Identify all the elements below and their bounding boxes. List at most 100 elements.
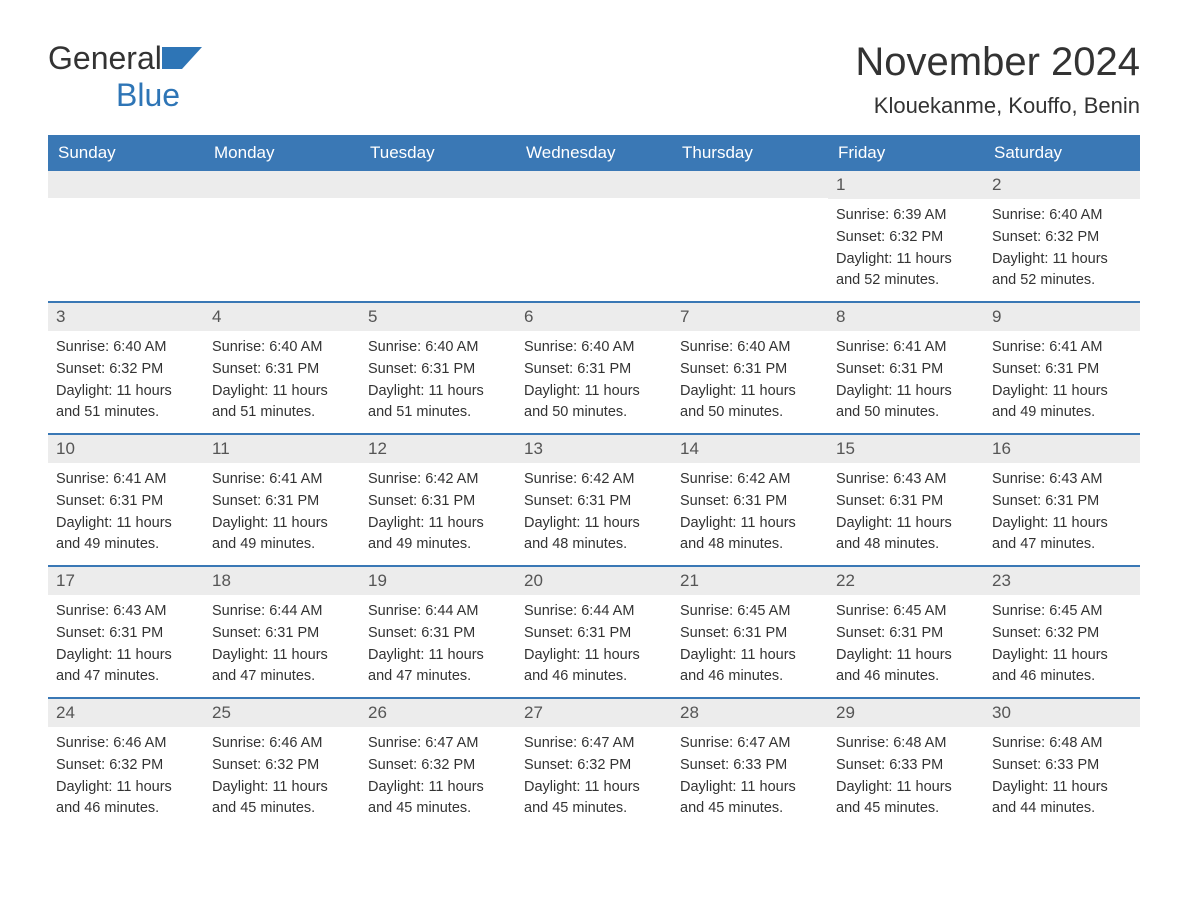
day-number: 18 — [204, 567, 360, 595]
logo-text: General Blue — [48, 40, 202, 114]
sunset-line: Sunset: 6:32 PM — [56, 359, 196, 380]
day-cell — [48, 171, 204, 301]
day-cell: 11Sunrise: 6:41 AMSunset: 6:31 PMDayligh… — [204, 435, 360, 565]
day-number: 16 — [984, 435, 1140, 463]
sunset-line: Sunset: 6:31 PM — [524, 623, 664, 644]
daylight-line: Daylight: 11 hours and 47 minutes. — [368, 645, 508, 687]
day-content: Sunrise: 6:47 AMSunset: 6:32 PMDaylight:… — [516, 727, 672, 826]
daylight-line: Daylight: 11 hours and 51 minutes. — [212, 381, 352, 423]
daylight-line: Daylight: 11 hours and 46 minutes. — [56, 777, 196, 819]
weekday-header-cell: Saturday — [984, 135, 1140, 171]
day-content: Sunrise: 6:45 AMSunset: 6:31 PMDaylight:… — [828, 595, 984, 694]
weekday-header-cell: Friday — [828, 135, 984, 171]
day-content: Sunrise: 6:42 AMSunset: 6:31 PMDaylight:… — [672, 463, 828, 562]
empty-day — [204, 171, 360, 198]
sunrise-line: Sunrise: 6:46 AM — [212, 733, 352, 754]
daylight-line: Daylight: 11 hours and 50 minutes. — [524, 381, 664, 423]
day-content: Sunrise: 6:43 AMSunset: 6:31 PMDaylight:… — [828, 463, 984, 562]
day-content: Sunrise: 6:41 AMSunset: 6:31 PMDaylight:… — [828, 331, 984, 430]
daylight-line: Daylight: 11 hours and 52 minutes. — [836, 249, 976, 291]
sunset-line: Sunset: 6:31 PM — [212, 491, 352, 512]
day-cell: 14Sunrise: 6:42 AMSunset: 6:31 PMDayligh… — [672, 435, 828, 565]
day-cell: 3Sunrise: 6:40 AMSunset: 6:32 PMDaylight… — [48, 303, 204, 433]
sunrise-line: Sunrise: 6:44 AM — [212, 601, 352, 622]
empty-day — [360, 171, 516, 198]
sunset-line: Sunset: 6:31 PM — [524, 359, 664, 380]
sunrise-line: Sunrise: 6:42 AM — [524, 469, 664, 490]
day-content: Sunrise: 6:41 AMSunset: 6:31 PMDaylight:… — [48, 463, 204, 562]
week-row: 10Sunrise: 6:41 AMSunset: 6:31 PMDayligh… — [48, 433, 1140, 565]
day-cell: 21Sunrise: 6:45 AMSunset: 6:31 PMDayligh… — [672, 567, 828, 697]
sunset-line: Sunset: 6:31 PM — [992, 491, 1132, 512]
daylight-line: Daylight: 11 hours and 48 minutes. — [524, 513, 664, 555]
day-cell: 15Sunrise: 6:43 AMSunset: 6:31 PMDayligh… — [828, 435, 984, 565]
sunset-line: Sunset: 6:31 PM — [212, 623, 352, 644]
day-cell: 17Sunrise: 6:43 AMSunset: 6:31 PMDayligh… — [48, 567, 204, 697]
sunrise-line: Sunrise: 6:41 AM — [836, 337, 976, 358]
day-number: 1 — [828, 171, 984, 199]
empty-day — [48, 171, 204, 198]
sunset-line: Sunset: 6:31 PM — [992, 359, 1132, 380]
day-number: 23 — [984, 567, 1140, 595]
day-number: 11 — [204, 435, 360, 463]
day-cell: 19Sunrise: 6:44 AMSunset: 6:31 PMDayligh… — [360, 567, 516, 697]
sunset-line: Sunset: 6:32 PM — [992, 623, 1132, 644]
daylight-line: Daylight: 11 hours and 48 minutes. — [836, 513, 976, 555]
sunset-line: Sunset: 6:31 PM — [368, 623, 508, 644]
logo-text-blue: Blue — [116, 77, 180, 113]
daylight-line: Daylight: 11 hours and 52 minutes. — [992, 249, 1132, 291]
day-content: Sunrise: 6:40 AMSunset: 6:32 PMDaylight:… — [984, 199, 1140, 298]
day-number: 19 — [360, 567, 516, 595]
day-number: 24 — [48, 699, 204, 727]
sunset-line: Sunset: 6:31 PM — [836, 491, 976, 512]
logo-flag-icon — [162, 40, 202, 77]
day-cell: 30Sunrise: 6:48 AMSunset: 6:33 PMDayligh… — [984, 699, 1140, 829]
day-cell: 5Sunrise: 6:40 AMSunset: 6:31 PMDaylight… — [360, 303, 516, 433]
day-number: 25 — [204, 699, 360, 727]
day-number: 29 — [828, 699, 984, 727]
sunrise-line: Sunrise: 6:39 AM — [836, 205, 976, 226]
day-cell: 12Sunrise: 6:42 AMSunset: 6:31 PMDayligh… — [360, 435, 516, 565]
week-row: 24Sunrise: 6:46 AMSunset: 6:32 PMDayligh… — [48, 697, 1140, 829]
sunset-line: Sunset: 6:31 PM — [680, 623, 820, 644]
empty-day — [672, 171, 828, 198]
daylight-line: Daylight: 11 hours and 45 minutes. — [680, 777, 820, 819]
daylight-line: Daylight: 11 hours and 49 minutes. — [368, 513, 508, 555]
day-cell: 18Sunrise: 6:44 AMSunset: 6:31 PMDayligh… — [204, 567, 360, 697]
day-content: Sunrise: 6:40 AMSunset: 6:31 PMDaylight:… — [672, 331, 828, 430]
sunset-line: Sunset: 6:31 PM — [56, 623, 196, 644]
sunrise-line: Sunrise: 6:42 AM — [368, 469, 508, 490]
day-content: Sunrise: 6:47 AMSunset: 6:32 PMDaylight:… — [360, 727, 516, 826]
sunset-line: Sunset: 6:31 PM — [56, 491, 196, 512]
sunset-line: Sunset: 6:31 PM — [680, 359, 820, 380]
day-number: 26 — [360, 699, 516, 727]
sunrise-line: Sunrise: 6:43 AM — [836, 469, 976, 490]
day-number: 17 — [48, 567, 204, 595]
daylight-line: Daylight: 11 hours and 44 minutes. — [992, 777, 1132, 819]
day-number: 12 — [360, 435, 516, 463]
day-content: Sunrise: 6:43 AMSunset: 6:31 PMDaylight:… — [48, 595, 204, 694]
sunrise-line: Sunrise: 6:45 AM — [992, 601, 1132, 622]
sunrise-line: Sunrise: 6:44 AM — [524, 601, 664, 622]
sunset-line: Sunset: 6:31 PM — [524, 491, 664, 512]
month-title: November 2024 — [855, 40, 1140, 85]
day-number: 21 — [672, 567, 828, 595]
day-cell: 27Sunrise: 6:47 AMSunset: 6:32 PMDayligh… — [516, 699, 672, 829]
day-content: Sunrise: 6:42 AMSunset: 6:31 PMDaylight:… — [360, 463, 516, 562]
day-content: Sunrise: 6:45 AMSunset: 6:32 PMDaylight:… — [984, 595, 1140, 694]
day-cell: 25Sunrise: 6:46 AMSunset: 6:32 PMDayligh… — [204, 699, 360, 829]
day-content: Sunrise: 6:45 AMSunset: 6:31 PMDaylight:… — [672, 595, 828, 694]
sunset-line: Sunset: 6:33 PM — [836, 755, 976, 776]
day-content: Sunrise: 6:47 AMSunset: 6:33 PMDaylight:… — [672, 727, 828, 826]
day-cell — [204, 171, 360, 301]
day-number: 15 — [828, 435, 984, 463]
day-number: 7 — [672, 303, 828, 331]
day-content: Sunrise: 6:44 AMSunset: 6:31 PMDaylight:… — [204, 595, 360, 694]
daylight-line: Daylight: 11 hours and 46 minutes. — [524, 645, 664, 687]
day-content: Sunrise: 6:40 AMSunset: 6:32 PMDaylight:… — [48, 331, 204, 430]
sunset-line: Sunset: 6:31 PM — [212, 359, 352, 380]
day-cell: 16Sunrise: 6:43 AMSunset: 6:31 PMDayligh… — [984, 435, 1140, 565]
sunrise-line: Sunrise: 6:41 AM — [212, 469, 352, 490]
day-content: Sunrise: 6:48 AMSunset: 6:33 PMDaylight:… — [828, 727, 984, 826]
day-content: Sunrise: 6:46 AMSunset: 6:32 PMDaylight:… — [48, 727, 204, 826]
